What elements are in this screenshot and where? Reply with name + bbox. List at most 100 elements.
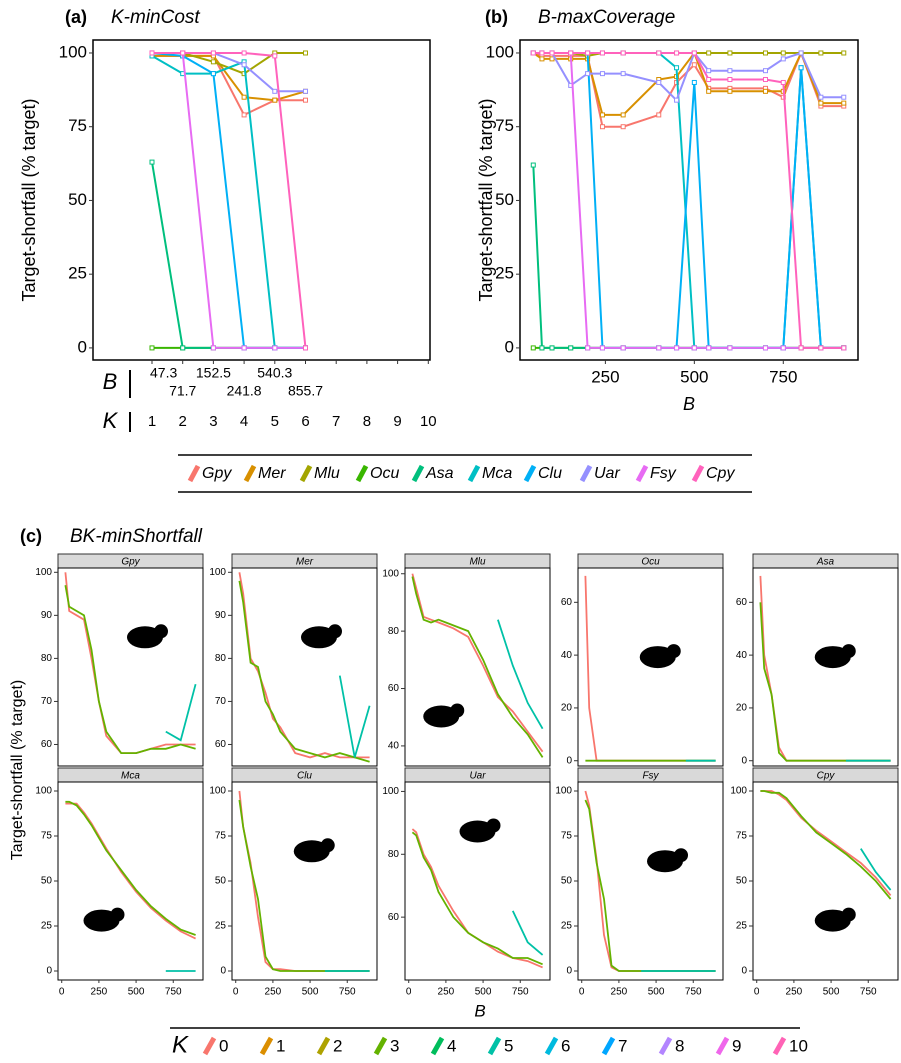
point bbox=[674, 97, 680, 103]
y-tick-label: 100 bbox=[730, 786, 747, 797]
series-line bbox=[497, 619, 544, 730]
legend-swatch bbox=[316, 1036, 331, 1056]
point bbox=[241, 345, 247, 351]
point bbox=[599, 124, 605, 130]
series-line bbox=[64, 572, 196, 754]
y-tick-label: 50 bbox=[561, 876, 573, 887]
point bbox=[656, 50, 662, 56]
legend-label: Mer bbox=[258, 465, 286, 482]
y-tick-label: 70 bbox=[41, 696, 53, 707]
facet-title: Mlu bbox=[469, 557, 486, 568]
series-line bbox=[165, 683, 197, 742]
x-tick-label: 0 bbox=[233, 987, 239, 998]
series-line bbox=[860, 848, 892, 891]
silhouette bbox=[674, 848, 688, 863]
point bbox=[180, 345, 186, 351]
y-tick-label: 100 bbox=[486, 42, 514, 61]
point bbox=[568, 345, 574, 351]
x-tick-label: 500 bbox=[823, 987, 840, 998]
y-tick-label: 75 bbox=[41, 831, 53, 842]
b-tick-label: 855.7 bbox=[288, 383, 323, 399]
y-tick-label: 50 bbox=[41, 876, 53, 887]
facet-title: Cpy bbox=[817, 771, 836, 782]
x-tick-label: 250 bbox=[91, 987, 108, 998]
legend-label: Gpy bbox=[202, 465, 232, 482]
legend-label: Asa bbox=[425, 465, 454, 482]
y-tick-label: 40 bbox=[561, 650, 573, 661]
facet-title: Gpy bbox=[121, 557, 140, 568]
silhouette bbox=[328, 624, 342, 639]
y-tick-label: 0 bbox=[741, 966, 747, 977]
point bbox=[539, 50, 545, 56]
series-line bbox=[411, 576, 544, 758]
point bbox=[620, 345, 626, 351]
silhouette bbox=[320, 838, 335, 853]
series-line bbox=[511, 910, 544, 956]
legend-swatch bbox=[715, 1036, 730, 1056]
silhouette bbox=[841, 644, 856, 659]
legend-swatch bbox=[544, 1036, 559, 1056]
x-tick-label: 500 bbox=[648, 987, 665, 998]
y-tick-label: 40 bbox=[388, 741, 400, 752]
facet-title: Clu bbox=[297, 771, 312, 782]
point bbox=[210, 345, 216, 351]
point bbox=[539, 345, 545, 351]
y-tick-label: 100 bbox=[382, 568, 399, 579]
x-tick-label: 750 bbox=[512, 987, 529, 998]
b-tick-label: 152.5 bbox=[196, 365, 231, 381]
series-line bbox=[760, 790, 892, 896]
k-tick-label: 9 bbox=[393, 413, 401, 430]
k-tick-label: 5 bbox=[271, 413, 279, 430]
x-tick-label: 750 bbox=[685, 987, 702, 998]
legend-swatch bbox=[243, 464, 257, 483]
silhouette bbox=[666, 644, 681, 659]
legend-swatch bbox=[299, 464, 313, 483]
point bbox=[674, 345, 680, 351]
y-axis-label: Target-shortfall (% target) bbox=[19, 98, 39, 301]
b-tick-label: 71.7 bbox=[169, 383, 196, 399]
y-tick-label: 100 bbox=[209, 786, 226, 797]
facet-title: Mer bbox=[296, 557, 314, 568]
y-tick-label: 60 bbox=[41, 739, 53, 750]
y-tick-label: 0 bbox=[741, 755, 747, 766]
silhouette bbox=[110, 907, 125, 922]
point bbox=[780, 50, 786, 56]
legend-label: Clu bbox=[538, 465, 562, 482]
series-line bbox=[152, 52, 307, 349]
facet-title: Asa bbox=[816, 557, 835, 568]
point bbox=[241, 50, 247, 56]
panel-label: (a) bbox=[65, 7, 87, 27]
point bbox=[727, 345, 733, 351]
x-tick-label: 0 bbox=[59, 987, 65, 998]
point bbox=[818, 94, 824, 100]
y-tick-label: 0 bbox=[566, 755, 572, 766]
point bbox=[780, 79, 786, 85]
y-tick-label: 70 bbox=[215, 696, 227, 707]
plot-frame bbox=[231, 567, 378, 767]
y-tick-label: 75 bbox=[561, 831, 573, 842]
point bbox=[530, 162, 536, 168]
legend-swatch bbox=[467, 464, 481, 483]
point bbox=[656, 112, 662, 118]
k-row-label: K bbox=[103, 408, 119, 433]
point bbox=[818, 50, 824, 56]
point bbox=[656, 79, 662, 85]
point bbox=[727, 88, 733, 94]
x-tick-label: 750 bbox=[165, 987, 182, 998]
y-tick-label: 80 bbox=[41, 653, 53, 664]
y-tick-label: 50 bbox=[215, 876, 227, 887]
point bbox=[180, 50, 186, 56]
point bbox=[656, 345, 662, 351]
point bbox=[530, 345, 536, 351]
panel-title: BK-minShortfall bbox=[70, 526, 203, 547]
silhouette bbox=[301, 626, 337, 649]
silhouette bbox=[293, 840, 330, 863]
y-tick-label: 25 bbox=[41, 921, 53, 932]
legend-swatch bbox=[202, 1036, 217, 1056]
y-tick-label: 25 bbox=[215, 921, 227, 932]
point bbox=[303, 345, 308, 351]
legend-label: Cpy bbox=[706, 465, 735, 482]
plot-frame bbox=[519, 39, 859, 361]
legend-label: 4 bbox=[447, 1036, 456, 1055]
x-tick-label: 500 bbox=[475, 987, 492, 998]
